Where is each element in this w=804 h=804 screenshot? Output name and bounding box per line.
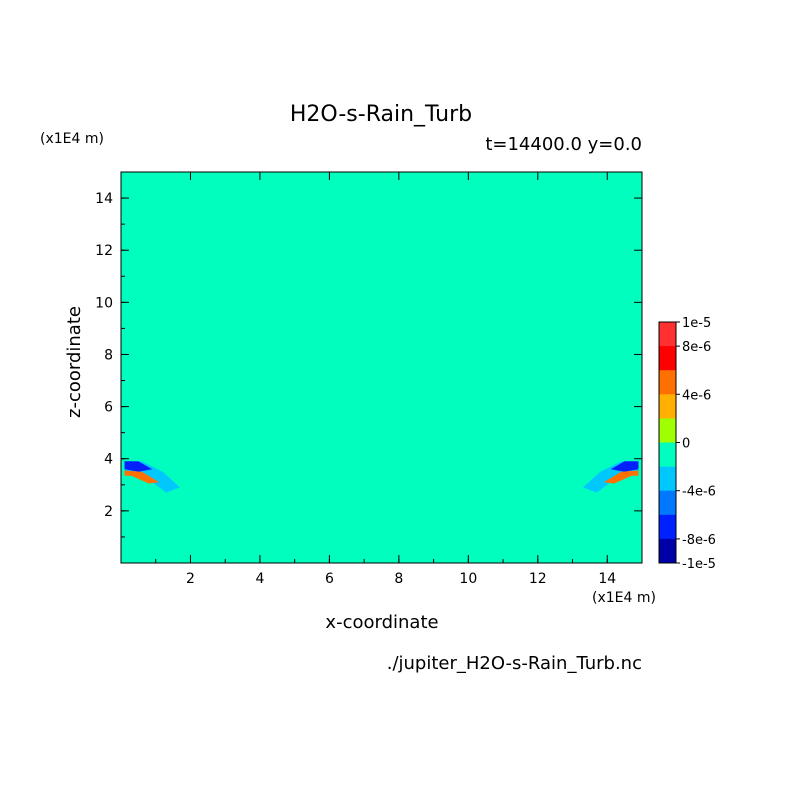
contour-region-10 bbox=[176, 255, 365, 311]
contour-region-7 bbox=[454, 328, 639, 365]
contour-region-22 bbox=[603, 470, 639, 484]
x-tick-label-6: 6 bbox=[325, 571, 334, 587]
y-unit-label: (x1E4 m) bbox=[40, 131, 104, 147]
x-unit-label: (x1E4 m) bbox=[592, 590, 656, 606]
colorbar-swatch-3 bbox=[659, 394, 676, 419]
source-file-label: ./jupiter_H2O-s-Rain_Turb.nc bbox=[387, 653, 642, 674]
colorbar-tick-label-6: -1e-5 bbox=[682, 557, 716, 572]
x-tick-label-12: 12 bbox=[529, 571, 547, 587]
contour-region-4 bbox=[124, 364, 316, 404]
colorbar-tick-label-5: -8e-6 bbox=[682, 533, 716, 548]
colorbar-tick-label-1: 8e-6 bbox=[682, 340, 711, 355]
x-tick-label-4: 4 bbox=[255, 571, 264, 587]
colorbar-swatch-8 bbox=[659, 514, 676, 540]
y-axis-label: z-coordinate bbox=[64, 306, 85, 418]
contour-region-9 bbox=[412, 281, 639, 350]
plot-background bbox=[121, 172, 642, 563]
colorbar: 1e-5 8e-6 4e-6 0 -4e-6 -8e-6 -1e-5 bbox=[658, 316, 716, 572]
contour-region-20 bbox=[610, 461, 639, 472]
x-axis-label: x-coordinate bbox=[325, 612, 438, 633]
colorbar-swatch-6 bbox=[659, 466, 676, 492]
contour-region-19 bbox=[124, 461, 153, 472]
chart-subtitle: t=14400.0 y=0.0 bbox=[485, 134, 642, 155]
y-tick-label-2: 2 bbox=[104, 504, 113, 520]
y-tick-label-4: 4 bbox=[104, 452, 113, 468]
contour-region-16 bbox=[426, 242, 538, 264]
y-tick-label-6: 6 bbox=[104, 400, 113, 416]
colorbar-swatch-9 bbox=[659, 538, 676, 564]
x-tick-label-14: 14 bbox=[598, 571, 616, 587]
contour-region-8 bbox=[124, 281, 351, 350]
plot-area: 2 4 6 8 10 12 14 2 4 6 8 10 12 14 bbox=[95, 171, 643, 587]
contour-region-1 bbox=[444, 448, 639, 485]
colorbar-tick-label-3: 0 bbox=[682, 437, 690, 452]
x-tick-label-2: 2 bbox=[186, 571, 195, 587]
y-tick-label-10: 10 bbox=[95, 295, 113, 311]
y-tick-label-12: 12 bbox=[95, 243, 113, 259]
contour-region-6 bbox=[124, 328, 309, 365]
colorbar-swatch-2 bbox=[659, 370, 676, 395]
contour-region-21 bbox=[124, 470, 160, 484]
contour-region-5 bbox=[447, 364, 639, 404]
colorbar-tick-label-0: 1e-5 bbox=[682, 316, 711, 331]
contour-region-3 bbox=[416, 401, 639, 444]
contour-region-15 bbox=[225, 242, 337, 264]
x-tick-label-10: 10 bbox=[459, 571, 477, 587]
chart-title: H2O-s-Rain_Turb bbox=[290, 102, 472, 127]
colorbar-tick-label-4: -4e-6 bbox=[682, 485, 716, 500]
contour-region-12 bbox=[360, 250, 403, 287]
x-tick-label-8: 8 bbox=[394, 571, 403, 587]
contour-region-11 bbox=[398, 255, 587, 311]
colorbar-swatch-1 bbox=[659, 346, 676, 371]
colorbar-swatch-4 bbox=[659, 418, 676, 443]
colorbar-tick-label-2: 4e-6 bbox=[682, 388, 711, 403]
contour-region-13 bbox=[364, 312, 399, 365]
contour-region-0 bbox=[124, 448, 319, 485]
colorbar-swatch-5 bbox=[659, 442, 676, 468]
contour-region-2 bbox=[124, 401, 347, 444]
plot-frame bbox=[120, 171, 643, 564]
y-tick-label-14: 14 bbox=[95, 191, 113, 207]
colorbar-swatch-0 bbox=[659, 322, 676, 347]
colorbar-swatch-7 bbox=[659, 490, 676, 516]
y-tick-label-8: 8 bbox=[104, 347, 113, 363]
contour-region-14 bbox=[350, 375, 413, 433]
